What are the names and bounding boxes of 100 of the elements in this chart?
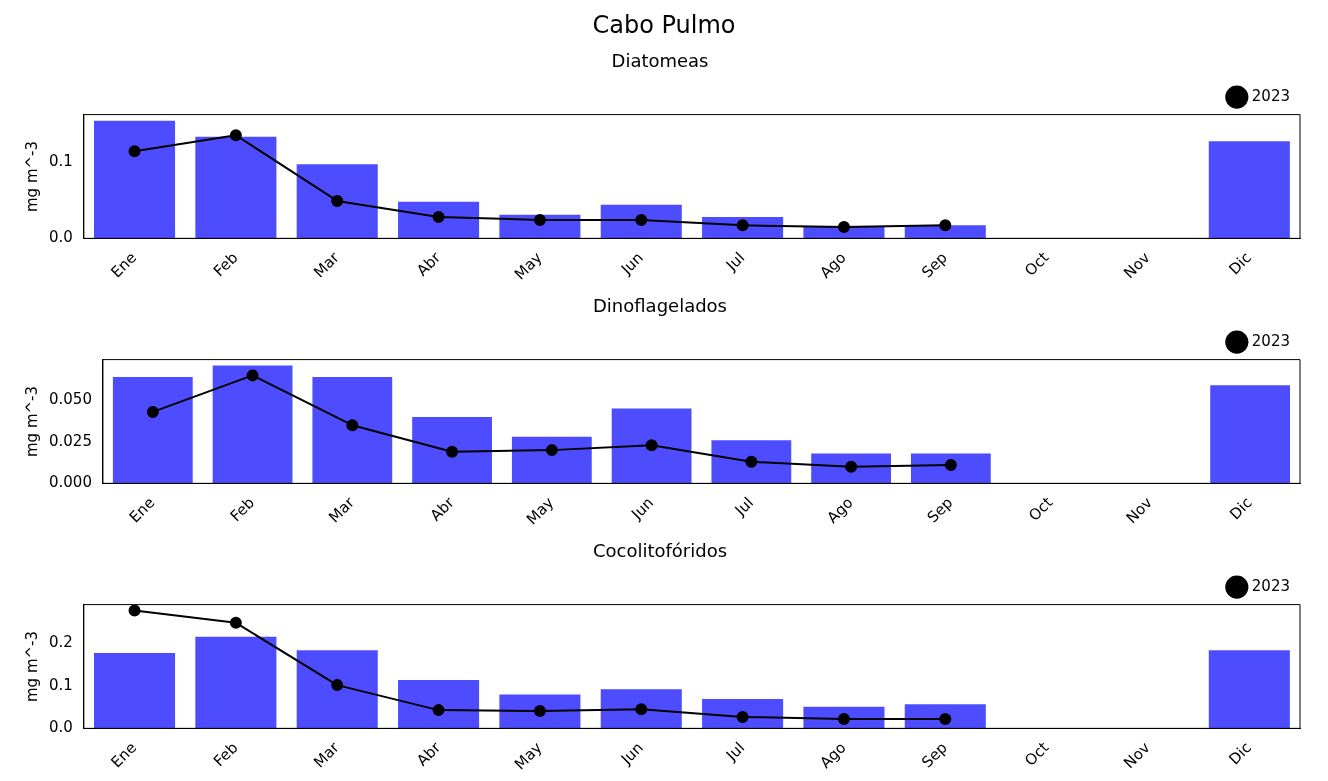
x-tick-label: Jun — [627, 493, 658, 524]
chart-title: Cocolitofóridos — [592, 540, 728, 562]
bar — [711, 440, 792, 484]
bar — [296, 650, 378, 729]
y-tick-label: 0.050 — [48, 390, 92, 409]
y-axis-title: mg m^-3 — [22, 385, 41, 457]
y-tick-label: 0.1 — [49, 675, 73, 694]
x-tick-label: Oct — [1021, 248, 1053, 280]
bar — [1208, 141, 1290, 239]
chart-title: Diatomeas — [611, 50, 709, 72]
point — [432, 210, 445, 223]
y-tick-label: 0.1 — [49, 151, 73, 170]
x-tick-label: Ene — [107, 248, 141, 282]
x-tick-label: Nov — [1120, 738, 1154, 772]
x-tick-label: Abr — [426, 492, 459, 525]
bar — [611, 408, 692, 484]
x-tick-label: Ene — [125, 493, 159, 527]
point — [128, 604, 141, 617]
x-tick-label: Ago — [816, 738, 850, 772]
bar — [195, 636, 277, 729]
point — [939, 713, 952, 726]
point — [432, 704, 445, 717]
x-tick-label: Jun — [616, 248, 647, 279]
point — [837, 713, 850, 726]
x-tick-label: Sep — [918, 738, 951, 772]
x-tick-label: Nov — [1122, 493, 1157, 527]
y-tick-label: 0.025 — [48, 431, 92, 450]
x-tick-label: Abr — [413, 737, 445, 770]
y-tick-label: 0.0 — [49, 228, 73, 247]
point — [128, 145, 141, 158]
bar — [112, 377, 193, 484]
x-tick-label: Jun — [616, 738, 647, 769]
x-tick-label: Feb — [209, 248, 242, 281]
chart-title: Dinoflagelados — [593, 295, 727, 317]
bar — [212, 365, 293, 484]
legend-label: 2023 — [1251, 331, 1291, 350]
x-tick-label: Jul — [721, 738, 749, 765]
bar — [600, 204, 682, 239]
x-tick-label: Dic — [1225, 248, 1255, 279]
x-tick-label: Oct — [1021, 738, 1053, 770]
x-tick-label: Mar — [310, 737, 344, 772]
point — [331, 194, 344, 207]
y-axis-title: mg m^-3 — [22, 140, 41, 212]
point — [736, 219, 749, 232]
bar — [398, 680, 480, 729]
point — [736, 710, 749, 723]
x-tick-label: Ago — [816, 248, 850, 282]
point — [645, 439, 658, 452]
x-tick-label: Sep — [923, 493, 957, 527]
x-tick-label: Abr — [413, 247, 445, 280]
x-tick-label: Oct — [1025, 493, 1057, 525]
bar — [93, 652, 176, 729]
x-tick-label: Dic — [1225, 738, 1255, 769]
point — [346, 419, 359, 432]
bar — [904, 704, 986, 729]
point — [545, 444, 558, 457]
bar — [499, 694, 581, 729]
point — [446, 445, 459, 458]
point — [944, 459, 957, 472]
bar — [1208, 650, 1290, 729]
y-tick-label: 0.000 — [48, 473, 92, 492]
point — [331, 679, 344, 692]
bar — [412, 416, 492, 484]
text: Cabo Pulmo — [591, 10, 737, 41]
x-tick-label: Feb — [226, 493, 259, 526]
legend-label: 2023 — [1251, 86, 1291, 105]
bar — [1210, 385, 1291, 484]
y-tick-label: 0.2 — [49, 633, 73, 652]
bar — [93, 120, 176, 239]
x-tick-label: Ago — [823, 493, 857, 527]
legend-label: 2023 — [1251, 576, 1291, 595]
bar — [511, 436, 592, 484]
point — [533, 704, 546, 717]
point — [229, 616, 242, 629]
point — [837, 220, 850, 233]
x-tick-label: Mar — [310, 247, 344, 282]
x-tick-label: Mar — [325, 492, 359, 527]
x-tick-label: Jul — [721, 248, 749, 275]
point — [635, 703, 648, 716]
x-tick-label: Sep — [918, 248, 951, 282]
bar — [398, 201, 480, 239]
x-tick-label: Jul — [730, 493, 757, 520]
bar — [910, 453, 991, 484]
point — [229, 129, 242, 142]
y-axis-title: mg m^-3 — [22, 630, 41, 702]
bar — [312, 377, 393, 484]
x-tick-label: Feb — [209, 738, 242, 771]
bar — [296, 164, 378, 239]
bar — [195, 136, 277, 239]
point — [745, 455, 758, 468]
x-tick-label: Nov — [1120, 248, 1154, 282]
point — [146, 405, 159, 418]
point — [246, 369, 259, 382]
x-tick-label: Dic — [1226, 493, 1256, 524]
point — [533, 214, 546, 227]
point — [939, 219, 952, 232]
y-tick-label: 0.0 — [49, 718, 73, 737]
point — [635, 214, 648, 227]
x-tick-label: Ene — [107, 738, 141, 772]
point — [845, 460, 858, 473]
